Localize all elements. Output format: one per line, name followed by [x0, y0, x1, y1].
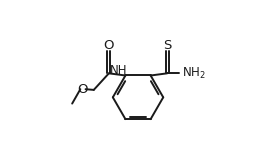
Text: O: O — [104, 39, 114, 52]
Text: NH$_2$: NH$_2$ — [182, 66, 205, 81]
Text: S: S — [163, 39, 171, 52]
Text: NH: NH — [110, 64, 127, 77]
Text: O: O — [78, 83, 88, 96]
